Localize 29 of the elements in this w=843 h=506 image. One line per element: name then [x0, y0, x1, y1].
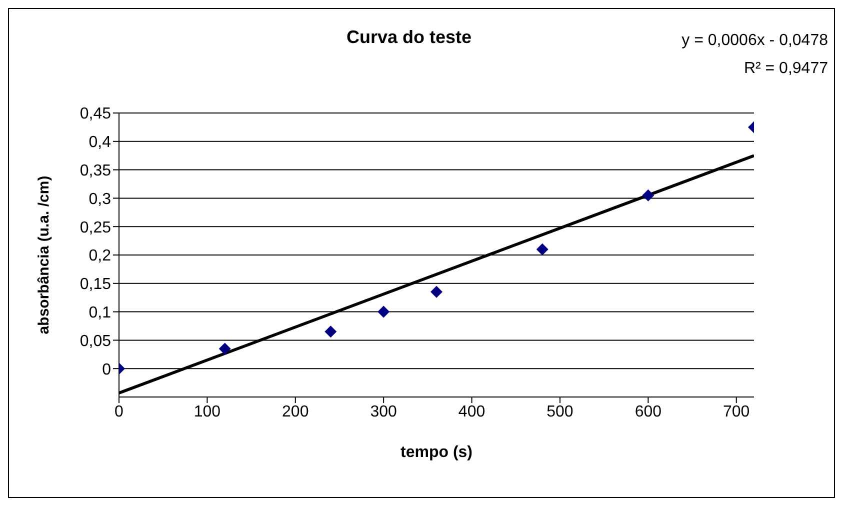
- x-tick-label: 400: [458, 403, 486, 420]
- x-axis-title: tempo (s): [400, 444, 472, 461]
- y-tick-label: 0,15: [80, 276, 112, 294]
- point: [218, 342, 231, 355]
- y-tick-label: 0,2: [88, 248, 112, 265]
- y-tick-label: 0,3: [88, 190, 112, 208]
- x-tick-label: 700: [723, 403, 750, 420]
- point: [378, 306, 390, 318]
- text: R² = 0,9477: [742, 59, 828, 79]
- point: [536, 243, 548, 256]
- x-tick-label: 100: [194, 403, 221, 420]
- y-tick-label: 0,25: [80, 219, 112, 236]
- x-tick-label: 200: [282, 403, 309, 420]
- y-axis-title: absorbância (u.a. /cm): [35, 176, 52, 334]
- point: [324, 326, 337, 338]
- chart-title: Curva do teste: [345, 27, 473, 48]
- y-tick-label: 0,35: [80, 162, 112, 180]
- y-tick-label: 0,05: [80, 332, 112, 350]
- x-tick-label: 600: [634, 403, 662, 420]
- x-tick-label: 0: [114, 403, 124, 420]
- y-tick-label: 0: [102, 361, 112, 378]
- point: [642, 189, 654, 202]
- x-tick-label: 300: [370, 403, 398, 420]
- x-tick-label: 500: [546, 403, 574, 420]
- y-tick-label: 0,45: [80, 106, 112, 123]
- point: [430, 286, 442, 298]
- y-tick-label: 0,1: [88, 304, 112, 322]
- y-tick-label: 0,4: [88, 134, 112, 152]
- text: y = 0,0006x - 0,0478: [682, 31, 828, 51]
